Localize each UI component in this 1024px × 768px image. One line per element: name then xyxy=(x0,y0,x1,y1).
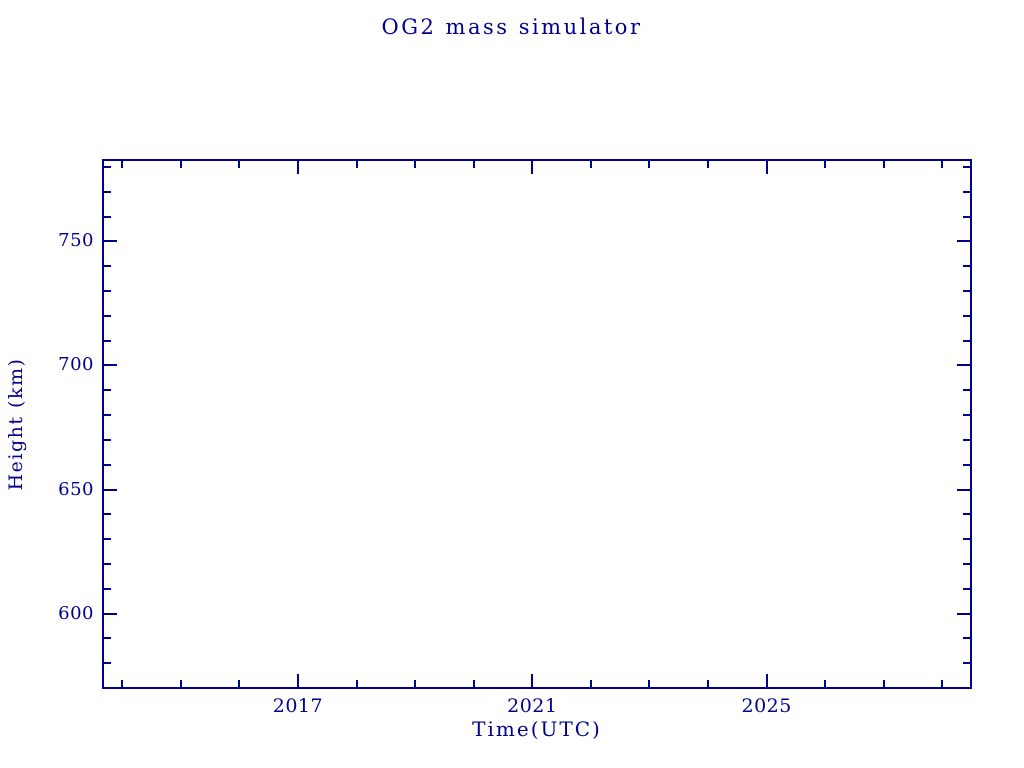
x-minor-tick xyxy=(180,680,182,687)
x-tick-label: 2021 xyxy=(507,695,558,717)
y-tick-label: 650 xyxy=(58,478,94,500)
y-minor-tick xyxy=(963,166,970,168)
y-minor-tick xyxy=(963,464,970,466)
x-tick-label: 2025 xyxy=(741,695,792,717)
y-minor-tick xyxy=(963,340,970,342)
y-minor-tick xyxy=(104,414,111,416)
y-minor-tick xyxy=(963,637,970,639)
x-minor-tick xyxy=(121,680,123,687)
y-minor-tick xyxy=(104,216,111,218)
x-minor-tick xyxy=(648,161,650,168)
y-major-tick xyxy=(104,489,117,491)
y-major-tick xyxy=(957,613,970,615)
x-minor-tick xyxy=(238,680,240,687)
x-major-tick xyxy=(297,674,299,687)
x-minor-tick xyxy=(473,680,475,687)
x-minor-tick xyxy=(121,161,123,168)
y-minor-tick xyxy=(104,340,111,342)
x-major-tick xyxy=(766,674,768,687)
y-minor-tick xyxy=(963,563,970,565)
x-minor-tick xyxy=(824,680,826,687)
y-minor-tick xyxy=(963,315,970,317)
y-minor-tick xyxy=(963,216,970,218)
y-minor-tick xyxy=(963,513,970,515)
x-minor-tick xyxy=(473,161,475,168)
x-minor-tick xyxy=(590,161,592,168)
chart-title: OG2 mass simulator xyxy=(381,15,643,39)
y-major-tick xyxy=(104,613,117,615)
y-tick-label: 750 xyxy=(58,230,94,252)
y-minor-tick xyxy=(104,265,111,267)
y-minor-tick xyxy=(963,662,970,664)
x-minor-tick xyxy=(883,680,885,687)
y-minor-tick xyxy=(963,389,970,391)
y-major-tick xyxy=(104,240,117,242)
x-major-tick xyxy=(297,161,299,174)
x-minor-tick xyxy=(414,680,416,687)
y-minor-tick xyxy=(963,538,970,540)
y-minor-tick xyxy=(104,290,111,292)
x-minor-tick xyxy=(180,161,182,168)
y-minor-tick xyxy=(104,166,111,168)
x-minor-tick xyxy=(707,680,709,687)
y-tick-label: 700 xyxy=(58,354,94,376)
x-minor-tick xyxy=(707,161,709,168)
y-tick-label: 600 xyxy=(58,602,94,624)
x-minor-tick xyxy=(941,161,943,168)
x-tick-label: 2017 xyxy=(272,695,324,717)
y-minor-tick xyxy=(963,439,970,441)
y-minor-tick xyxy=(104,513,111,515)
y-minor-tick xyxy=(963,414,970,416)
y-minor-tick xyxy=(104,588,111,590)
y-minor-tick xyxy=(104,439,111,441)
y-minor-tick xyxy=(963,588,970,590)
y-minor-tick xyxy=(104,538,111,540)
x-minor-tick xyxy=(356,161,358,168)
y-minor-tick xyxy=(963,265,970,267)
y-minor-tick xyxy=(104,191,111,193)
x-minor-tick xyxy=(238,161,240,168)
y-minor-tick xyxy=(963,191,970,193)
x-minor-tick xyxy=(824,161,826,168)
plot-area xyxy=(102,159,972,689)
y-major-tick xyxy=(957,364,970,366)
y-minor-tick xyxy=(104,662,111,664)
x-minor-tick xyxy=(941,680,943,687)
x-major-tick xyxy=(531,161,533,174)
x-major-tick xyxy=(766,161,768,174)
y-minor-tick xyxy=(104,637,111,639)
x-minor-tick xyxy=(414,161,416,168)
y-major-tick xyxy=(957,240,970,242)
y-major-tick xyxy=(957,489,970,491)
x-axis-label: Time(UTC) xyxy=(472,717,602,741)
x-minor-tick xyxy=(590,680,592,687)
x-minor-tick xyxy=(356,680,358,687)
x-minor-tick xyxy=(648,680,650,687)
y-minor-tick xyxy=(104,563,111,565)
y-minor-tick xyxy=(963,290,970,292)
x-major-tick xyxy=(531,674,533,687)
x-minor-tick xyxy=(883,161,885,168)
y-minor-tick xyxy=(104,464,111,466)
y-minor-tick xyxy=(104,315,111,317)
y-axis-label: Height (km) xyxy=(5,357,27,491)
y-minor-tick xyxy=(104,389,111,391)
y-major-tick xyxy=(104,364,117,366)
